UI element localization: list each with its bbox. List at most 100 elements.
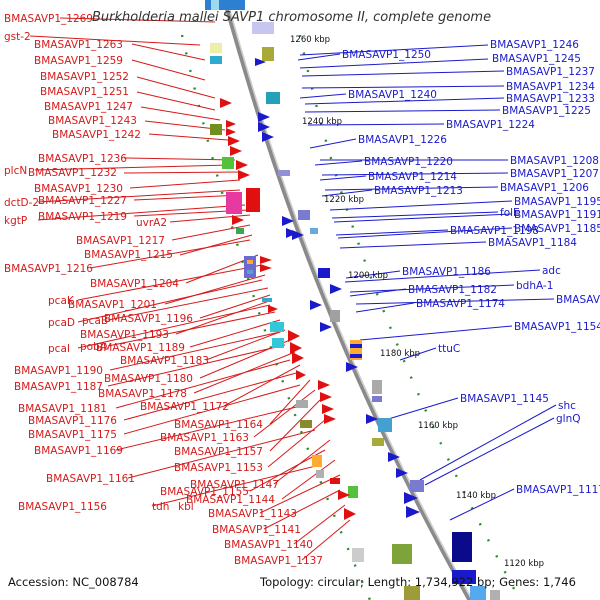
left-gene-label: BMASAVP1_1215 [84,249,173,261]
right-gene-label: BMASAVP1_1198 [450,225,539,237]
left-gene-label: BMASAVP1_1269 [4,13,93,25]
left-gene-label: BMASAVP1_1143 [208,508,297,520]
left-gene-label: BMASAVP1_1156 [18,501,107,513]
right-gene-label: ttuC [438,343,460,355]
left-gene-label: BMASAVP1_1230 [34,183,123,195]
right-gene-label: BMASAVP1_1191 [514,209,600,221]
right-leader-lines [297,44,557,521]
left-gene-label: BMASAVP1_1219 [38,211,127,223]
left-gene-label: BMASAVP1_1251 [40,86,129,98]
genome-summary: Topology: circular; Length: 1,734,922 bp… [260,575,576,589]
right-gene-label: BMASAVP1_1250 [342,49,431,61]
left-gene-label: BMASAVP1_1247 [44,101,133,113]
accession-label: Accession: NC_008784 [8,575,139,589]
right-gene-label: BMASAVP1_1226 [358,134,447,146]
left-gene-label: BMASAVP1_1227 [38,195,127,207]
left-gene-label: BMASAVP1_1204 [90,278,179,290]
left-gene-label: BMASAVP1_1161 [46,473,135,485]
left-gene-label: BMASAVP1_1141 [212,524,301,536]
right-gene-label: BMASAVP1_1225 [502,105,591,117]
scale-labels: 1260 kbp 1240 kbp 1220 kbp 1200 kbp 1180 kbp… [290,35,544,569]
left-leader-lines [29,17,351,561]
right-gene-label: BMASAVP1_1220 [364,156,453,168]
left-gene-label: BMASAVP1_1163 [160,432,249,444]
left-gene-label: BMASAVP1_1263 [34,39,123,51]
right-gene-label: BMASAVP1_1184 [488,237,577,249]
right-gene-label: BMASAVP1_1208 [510,155,599,167]
left-gene-label: BMASAVP1_1147 [190,479,279,491]
left-gene-label: BMASAVP1_1137 [234,555,323,567]
right-gene-label: BMASAVP1_1206 [500,182,589,194]
left-gene-label: BMASAVP1_1190 [14,365,103,377]
left-gene-label: BMASAVP1_1183 [120,355,209,367]
right-gene-label: BMASAVP1_1185 [514,223,600,235]
right-gene-label: BMASAVP1_1186 [402,266,491,278]
scale-label: 1160 kbp [418,421,458,431]
right-gene-label: BMASAVP1_1237 [506,66,595,78]
right-gene-label: BMASAVP1_1214 [368,171,457,183]
right-strand-features [252,22,500,600]
left-gene-label: pcaB [82,315,108,327]
right-gene-label: BMASAVP1_1224 [446,119,535,131]
right-gene-label: BMASAVP1_1233 [506,93,595,105]
scale-label: 1180 kbp [380,349,420,359]
right-gene-label: BMASAVP1_1154 [514,321,600,333]
left-gene-label: BMASAVP1_1242 [52,129,141,141]
left-gene-label: tdh [152,501,169,513]
left-gene-label: BMASAVP1_1189 [96,342,185,354]
right-gene-label: BMASAVP1_1117 [516,484,600,496]
left-gene-label: BMASAVP1_1157 [174,446,263,458]
scale-label: 1120 kbp [504,559,544,569]
left-gene-label: BMASAVP1_1172 [140,401,229,413]
left-gene-label: BMASAVP1_1232 [28,167,117,179]
left-gene-label: BMASAVP1_1236 [38,153,127,165]
scale-label: 1200 kbp [348,271,388,281]
left-gene-label: kgtP [4,215,27,227]
right-gene-label: BMASAVP1_1165 [556,294,600,306]
right-gene-label: BMASAVP1_1195 [514,196,600,208]
left-gene-label: BMASAVP1_1216 [4,263,93,275]
right-gene-label: BMASAVP1_1145 [460,393,549,405]
left-gene-label: BMASAVP1_1164 [174,419,263,431]
left-gene-label: BMASAVP1_1140 [224,539,313,551]
left-gene-label: pcaK [48,295,75,307]
right-gene-label: BMASAVP1_1174 [416,298,505,310]
left-gene-label: BMASAVP1_1259 [34,55,123,67]
left-gene-label: pcaD [48,317,75,329]
left-gene-label: BMASAVP1_1181 [18,403,107,415]
scale-label: 1140 kbp [456,491,496,501]
scale-label: 1240 kbp [302,117,342,127]
scale-label: 1220 kbp [324,195,364,205]
left-gene-label: pcaI [48,343,70,355]
left-gene-label: dctD-2 [4,197,39,209]
right-gene-label: shc [558,400,576,412]
scale-label: 1260 kbp [290,35,330,45]
left-gene-label: uvrA2 [136,217,167,229]
left-gene-label: BMASAVP1_1176 [28,415,117,427]
right-gene-label: BMASAVP1_1245 [492,53,581,65]
left-gene-label: BMASAVP1_1217 [76,235,165,247]
left-gene-label: BMASAVP1_1169 [34,445,123,457]
left-gene-label: BMASAVP1_1187 [14,381,103,393]
right-gene-label: BMASAVP1_1213 [374,185,463,197]
right-gene-label: BMASAVP1_1234 [506,81,595,93]
left-gene-label: BMASAVP1_1252 [40,71,129,83]
left-gene-label: pobA [80,341,108,353]
left-gene-label: BMASAVP1_1180 [104,373,193,385]
right-gene-label: glnQ [556,413,581,425]
right-gene-label: BMASAVP1_1246 [490,39,579,51]
left-gene-label: kbl [178,501,194,513]
right-gene-label: folE [500,207,520,219]
left-strand-features [205,0,420,600]
left-gene-label: BMASAVP1_1144 [186,494,275,506]
left-gene-label: gst-2 [4,31,31,43]
right-gene-label: bdhA-1 [516,280,553,292]
left-gene-label: plcN [4,165,27,177]
left-gene-label: BMASAVP1_1193 [80,329,169,341]
left-gene-label: BMASAVP1_1153 [174,462,263,474]
left-gene-label: BMASAVP1_1201 [68,299,157,311]
left-gene-label: BMASAVP1_1155 [160,486,249,498]
